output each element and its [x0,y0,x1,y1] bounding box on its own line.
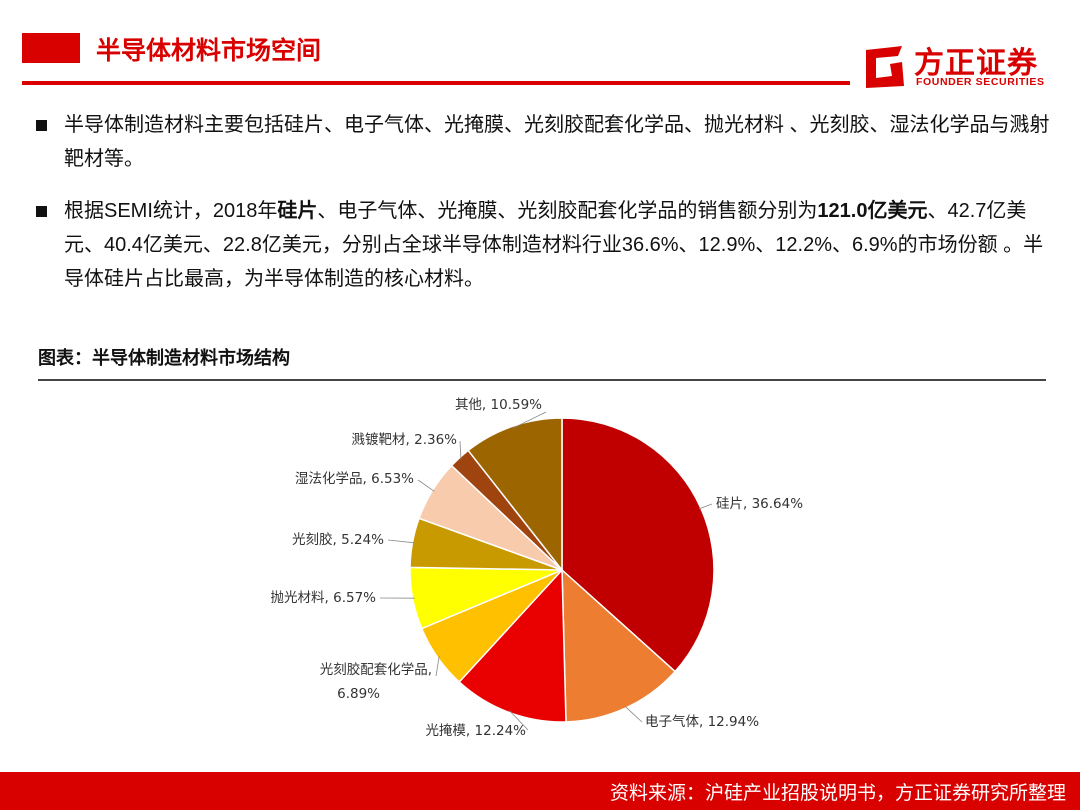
figure-divider [38,379,1046,381]
pie-label-6: 光刻胶, 5.24% [292,531,384,548]
pie-label-9: 其他, 10.59% [455,397,542,413]
pie-labels: 硅片, 36.64% 电子气体, 12.94% 光掩模, 12.24% 光刻胶配套化学… [271,397,804,739]
founder-logo-icon [866,46,904,88]
pie-leader-4 [435,656,440,677]
pie-leader-2 [624,705,643,723]
bullet-2-bold-value: 121.0亿美元 [817,200,928,222]
pie-leader-lines [379,411,713,731]
bullet-marker [36,206,47,217]
bullet-paragraph-2: 根据SEMI统计，2018年硅片、电子气体、光掩膜、光刻胶配套化学品的销售额分别… [64,194,1054,296]
pie-leader-3 [509,710,529,731]
pie-slice-3 [458,568,567,723]
pie-label-1: 硅片, 36.64% [716,496,803,512]
pie-label-4: 光刻胶配套化学品, 6.89% [320,661,432,702]
pie-slice-2 [561,568,677,723]
pie-leader-8 [459,440,462,460]
bullet-paragraph-1: 半导体制造材料主要包括硅片、电子气体、光掩膜、光刻胶配套化学品、抛光材料 、光刻… [64,114,1050,170]
pie-slices [409,417,715,723]
pie-label-8: 溅镀靶材, 2.36% [352,431,458,448]
pie-label-7: 湿法化学品, 6.53% [295,471,414,487]
header-divider [22,81,850,85]
pie-slice-9 [467,417,563,573]
bullet-2-prefix: 根据SEMI统计，2018年 [64,200,278,222]
footer-bar [0,772,1080,810]
logo-name-cn: 方正证券 [914,47,1038,80]
page-title: 半导体材料市场空间 [96,37,322,65]
pie-leader-6 [387,539,415,544]
logo-name-en: FOUNDER SECURITIES [916,76,1045,88]
pie-label-2: 电子气体, 12.94% [645,714,759,730]
bullet-2-middle: 、电子气体、光掩膜、光刻胶配套化学品的销售额分别为 [317,200,818,222]
bullet-marker [36,120,47,131]
pie-leader-1 [698,503,713,510]
bullet-2-suffix: 、42.7亿美元、40.4亿美元、22.8亿美元，分别占全球半导体制造材料行业3… [64,200,1044,290]
pie-label-5: 抛光材料, 6.57% [271,590,377,606]
pie-leader-9 [512,411,547,429]
figure-caption: 图表：半导体制造材料市场结构 [38,348,290,368]
pie-leader-7 [417,479,435,492]
footer-source: 资料来源：沪硅产业招股说明书，方正证券研究所整理 [609,783,1066,804]
bullet-2-bold-silicon: 硅片 [277,200,318,222]
header-accent-block [22,33,80,63]
pie-label-3: 光掩模, 12.24% [425,723,526,739]
